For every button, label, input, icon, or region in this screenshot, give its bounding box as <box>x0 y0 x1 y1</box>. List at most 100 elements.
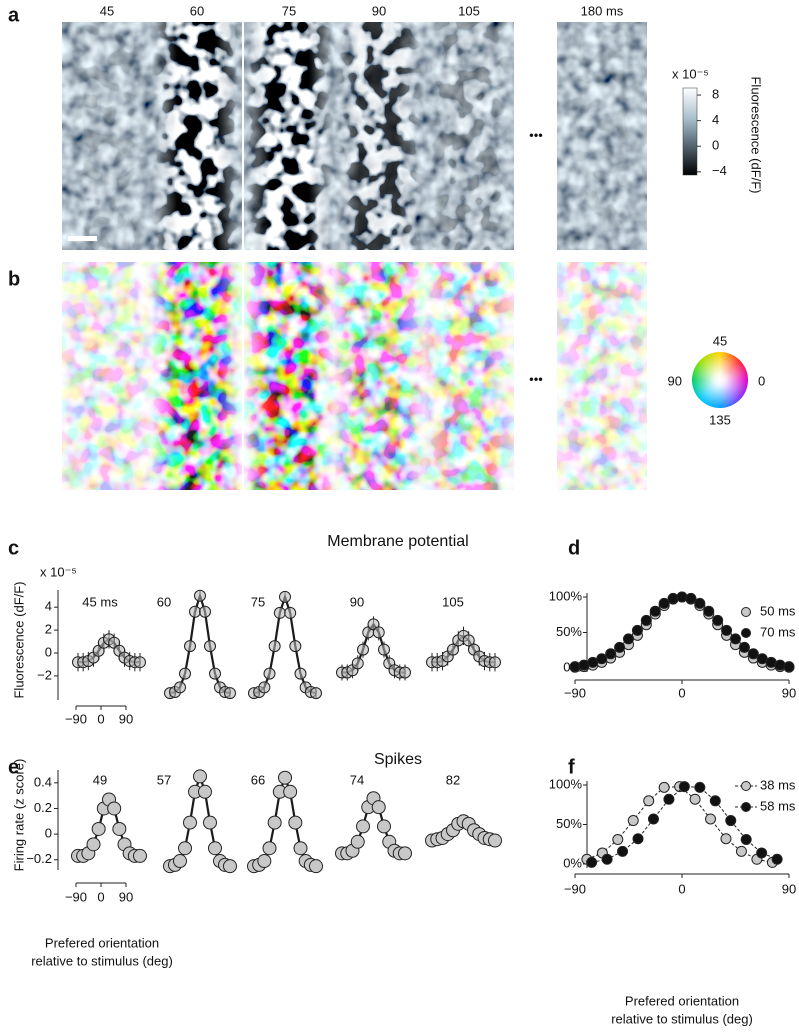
legend-label: 50 ms <box>760 603 796 618</box>
data-point <box>184 640 196 653</box>
x-tick-label: 0 <box>97 711 104 726</box>
legend-marker <box>741 607 751 617</box>
x-tick-label: 90 <box>119 711 133 726</box>
legend-label: 38 ms <box>760 777 796 792</box>
series-label: 57 <box>157 772 171 787</box>
y-tick-label: 4 <box>45 599 52 614</box>
data-point <box>647 813 659 825</box>
time-label: 105 <box>458 3 480 18</box>
data-point <box>623 633 634 645</box>
colorbar-tick-label: 4 <box>712 112 719 127</box>
data-point <box>112 821 127 836</box>
data-point <box>262 841 277 856</box>
orientation-map-wash <box>334 262 424 490</box>
y-tick-label: −0.2 <box>26 851 52 866</box>
data-point <box>189 605 201 618</box>
x-tick-label: −90 <box>564 881 586 896</box>
legend-marker <box>741 628 751 638</box>
data-point <box>174 681 186 694</box>
data-point <box>278 770 292 785</box>
y-axis-label: Fluorescence (dF/F) <box>11 581 26 698</box>
orientation-map-wash <box>244 262 334 490</box>
image-panels <box>62 22 647 490</box>
data-point <box>372 626 385 639</box>
x-tick-label: −90 <box>65 711 87 726</box>
panel-title: Spikes <box>374 751 422 768</box>
data-point <box>586 856 598 868</box>
x-axis-label: Prefered orientation <box>625 993 739 1008</box>
data-point <box>310 687 322 700</box>
ellipsis: ••• <box>529 371 543 386</box>
data-point <box>293 841 308 856</box>
series-label: 90 <box>350 594 364 609</box>
axis-multiplier: x 10⁻⁵ <box>40 564 77 579</box>
data-point <box>357 643 369 656</box>
series-label: 49 <box>93 772 107 787</box>
data-point <box>273 606 286 619</box>
data-point <box>86 837 101 852</box>
data-point <box>257 854 272 869</box>
data-point <box>667 592 679 604</box>
y-tick-label: 0.2 <box>34 800 52 815</box>
x-tick-label: 0 <box>678 685 685 700</box>
data-point <box>617 845 629 857</box>
orientation-map-wash <box>424 262 514 490</box>
data-point <box>107 801 122 816</box>
x-axis-label: relative to stimulus (deg) <box>611 1011 753 1026</box>
data-point <box>747 648 759 660</box>
x-tick-label: −90 <box>564 685 586 700</box>
y-tick-label: 100% <box>549 776 583 791</box>
y-tick-label: 0% <box>563 855 582 870</box>
data-point <box>703 605 715 617</box>
data-point <box>283 784 298 799</box>
data-point <box>198 784 212 799</box>
data-point <box>288 815 303 830</box>
scale-bar <box>68 236 97 241</box>
data-point <box>91 821 106 836</box>
data-point <box>614 641 626 653</box>
data-point <box>356 819 370 834</box>
y-tick-label: 100% <box>549 588 583 603</box>
x-axis-label: Prefered orientation <box>45 935 159 950</box>
fluorescence-activity <box>334 22 424 250</box>
data-point <box>730 633 741 645</box>
data-point <box>224 687 236 700</box>
data-point <box>774 659 786 671</box>
x-axis-label: relative to stimulus (deg) <box>31 953 173 968</box>
fluorescence-activity <box>152 22 242 250</box>
colorbar <box>682 87 698 176</box>
data-point <box>208 841 222 856</box>
data-point <box>631 624 643 636</box>
data-point <box>179 667 191 680</box>
data-point <box>783 661 795 673</box>
data-point <box>173 854 187 869</box>
data-point <box>709 795 721 807</box>
fluorescence-activity <box>244 22 334 250</box>
data-point <box>183 815 197 830</box>
data-point <box>134 656 146 669</box>
x-tick-label: 0 <box>678 881 685 896</box>
series-label: 74 <box>350 772 364 787</box>
time-label: 180 ms <box>581 3 624 18</box>
wheel-label: 135 <box>709 412 731 427</box>
data-point <box>712 614 724 626</box>
y-axis-label: Firing rate (z score) <box>11 759 26 872</box>
colorbar-tick-label: 8 <box>712 86 719 101</box>
y-tick-label: 0 <box>45 644 52 659</box>
orientation-map-wash <box>152 262 242 490</box>
series-label: 45 ms <box>82 594 118 609</box>
panel-title: Membrane potential <box>327 533 468 550</box>
series-label: 60 <box>157 594 171 609</box>
data-point <box>705 813 717 825</box>
series-label: 105 <box>442 594 464 609</box>
fluorescence-activity <box>424 22 514 250</box>
wheel-label: 90 <box>668 373 682 388</box>
data-point <box>209 667 221 680</box>
data-point <box>258 681 271 694</box>
data-point <box>689 793 701 805</box>
data-point <box>350 834 365 849</box>
data-point <box>663 793 675 805</box>
data-point <box>204 640 216 653</box>
